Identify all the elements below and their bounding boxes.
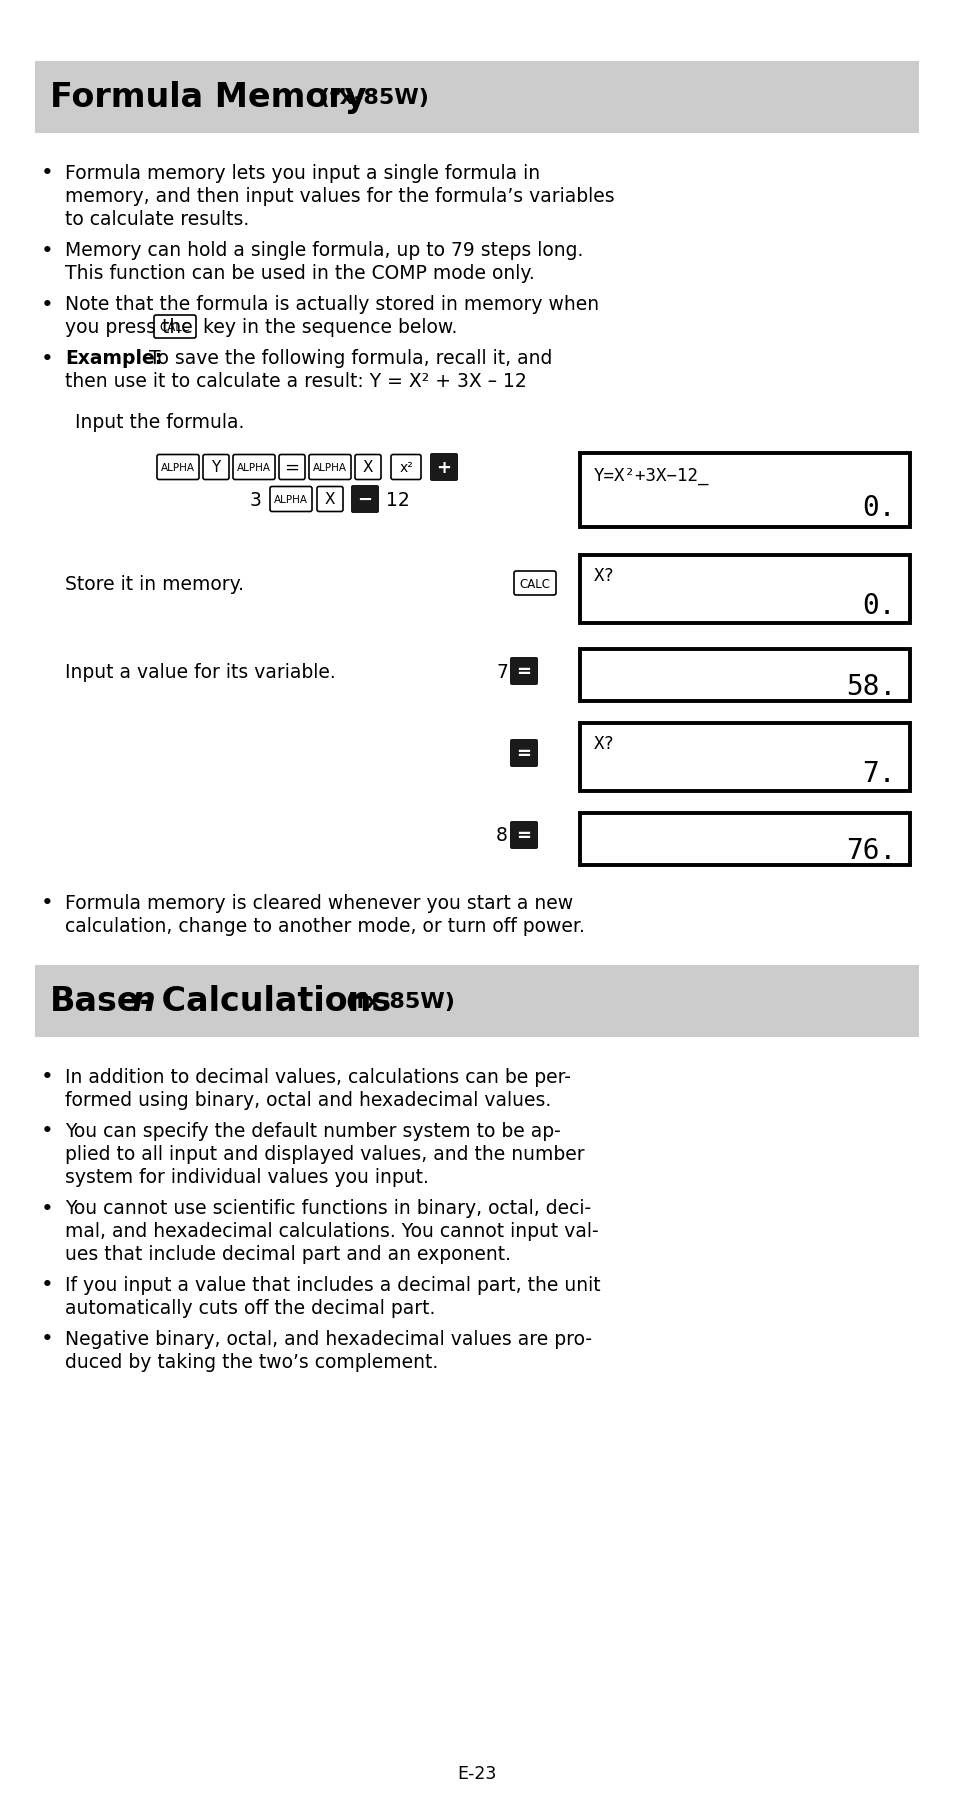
Text: Y=X²+3X−12_: Y=X²+3X−12_ [594,466,709,484]
Text: 12: 12 [386,490,410,510]
Text: calculation, change to another mode, or turn off power.: calculation, change to another mode, or … [65,916,584,936]
FancyBboxPatch shape [510,658,537,685]
Text: ALPHA: ALPHA [274,495,308,504]
FancyBboxPatch shape [153,316,195,340]
Text: formed using binary, octal and hexadecimal values.: formed using binary, octal and hexadecim… [65,1090,551,1109]
Text: Calculations: Calculations [150,985,391,1017]
Text: Input the formula.: Input the formula. [75,412,244,432]
FancyBboxPatch shape [316,488,343,511]
Text: X: X [362,461,373,475]
Text: •: • [41,349,53,369]
Text: •: • [41,1274,53,1296]
FancyBboxPatch shape [157,455,199,481]
Text: (fx-85W): (fx-85W) [337,992,455,1012]
Text: memory, and then input values for the formula’s variables: memory, and then input values for the fo… [65,186,614,206]
Bar [579,557,909,623]
Text: Example:: Example: [65,349,162,369]
Text: CALC: CALC [519,576,550,591]
Text: Negative binary, octal, and hexadecimal values are pro-: Negative binary, octal, and hexadecimal … [65,1330,592,1348]
Text: You can specify the default number system to be ap-: You can specify the default number syste… [65,1122,560,1140]
Text: •: • [41,163,53,183]
FancyBboxPatch shape [270,488,312,511]
Text: =: = [516,744,531,763]
Text: •: • [41,1120,53,1140]
FancyBboxPatch shape [309,455,351,481]
Text: 58.: 58. [845,672,895,701]
Text: (fx-85W): (fx-85W) [312,89,429,108]
Text: To save the following formula, recall it, and: To save the following formula, recall it… [137,349,552,369]
Text: you press the: you press the [65,318,198,336]
Text: plied to all input and displayed values, and the number: plied to all input and displayed values,… [65,1144,584,1164]
Text: 0.: 0. [862,591,895,620]
Text: Memory can hold a single formula, up to 79 steps long.: Memory can hold a single formula, up to … [65,240,583,260]
Bar [579,723,909,791]
Text: mal, and hexadecimal calculations. You cannot input val-: mal, and hexadecimal calculations. You c… [65,1222,598,1240]
Text: =: = [516,826,531,844]
Text: Y: Y [212,461,220,475]
Text: You cannot use scientific functions in binary, octal, deci-: You cannot use scientific functions in b… [65,1198,591,1218]
Bar [579,454,909,528]
Text: −: − [357,492,373,510]
Text: 7: 7 [496,661,507,681]
Text: •: • [41,240,53,260]
Text: •: • [41,1066,53,1086]
Text: E-23: E-23 [456,1764,497,1782]
Text: 76.: 76. [845,837,895,864]
FancyBboxPatch shape [278,455,305,481]
Text: duced by taking the two’s complement.: duced by taking the two’s complement. [65,1352,437,1372]
Bar [579,813,909,866]
Text: then use it to calculate a result: Y = X² + 3X – 12: then use it to calculate a result: Y = X… [65,372,526,390]
FancyBboxPatch shape [391,455,420,481]
Text: CALC: CALC [159,322,191,334]
Text: •: • [41,295,53,314]
Text: If you input a value that includes a decimal part, the unit: If you input a value that includes a dec… [65,1276,600,1294]
FancyBboxPatch shape [233,455,274,481]
Bar [579,651,909,701]
FancyBboxPatch shape [430,454,457,482]
Text: •: • [41,1198,53,1218]
Text: to calculate results.: to calculate results. [65,210,249,229]
Text: X?: X? [594,735,615,752]
Text: 0.: 0. [862,493,895,522]
Text: Note that the formula is actually stored in memory when: Note that the formula is actually stored… [65,295,598,314]
Text: Formula Memory: Formula Memory [50,81,366,114]
Text: X?: X? [594,567,615,585]
Text: key in the sequence below.: key in the sequence below. [196,318,456,336]
Text: automatically cuts off the decimal part.: automatically cuts off the decimal part. [65,1297,435,1317]
Text: Base-: Base- [50,985,154,1017]
Text: x²: x² [398,461,413,475]
FancyBboxPatch shape [35,965,918,1037]
FancyBboxPatch shape [35,61,918,134]
Text: n: n [132,985,155,1017]
Text: This function can be used in the COMP mode only.: This function can be used in the COMP mo… [65,264,535,284]
FancyBboxPatch shape [203,455,229,481]
Text: =: = [516,663,531,681]
FancyBboxPatch shape [510,822,537,849]
Text: •: • [41,1328,53,1348]
Text: Input a value for its variable.: Input a value for its variable. [65,661,335,681]
FancyBboxPatch shape [514,571,556,596]
Text: Formula memory lets you input a single formula in: Formula memory lets you input a single f… [65,164,539,183]
Text: Store it in memory.: Store it in memory. [65,575,244,593]
FancyBboxPatch shape [355,455,380,481]
Text: 7.: 7. [862,759,895,788]
FancyBboxPatch shape [510,739,537,768]
Text: system for individual values you input.: system for individual values you input. [65,1167,429,1187]
Text: In addition to decimal values, calculations can be per-: In addition to decimal values, calculati… [65,1068,570,1086]
Text: ALPHA: ALPHA [313,463,347,473]
FancyBboxPatch shape [351,486,378,513]
Text: +: + [436,459,451,477]
Text: ALPHA: ALPHA [161,463,194,473]
Text: ALPHA: ALPHA [236,463,271,473]
Text: 3: 3 [250,490,262,510]
Text: ues that include decimal part and an exponent.: ues that include decimal part and an exp… [65,1245,511,1263]
Text: Formula memory is cleared whenever you start a new: Formula memory is cleared whenever you s… [65,893,573,913]
Text: 8: 8 [496,826,507,846]
Text: X: X [324,492,335,508]
Text: •: • [41,893,53,913]
Text: =: = [284,459,299,477]
